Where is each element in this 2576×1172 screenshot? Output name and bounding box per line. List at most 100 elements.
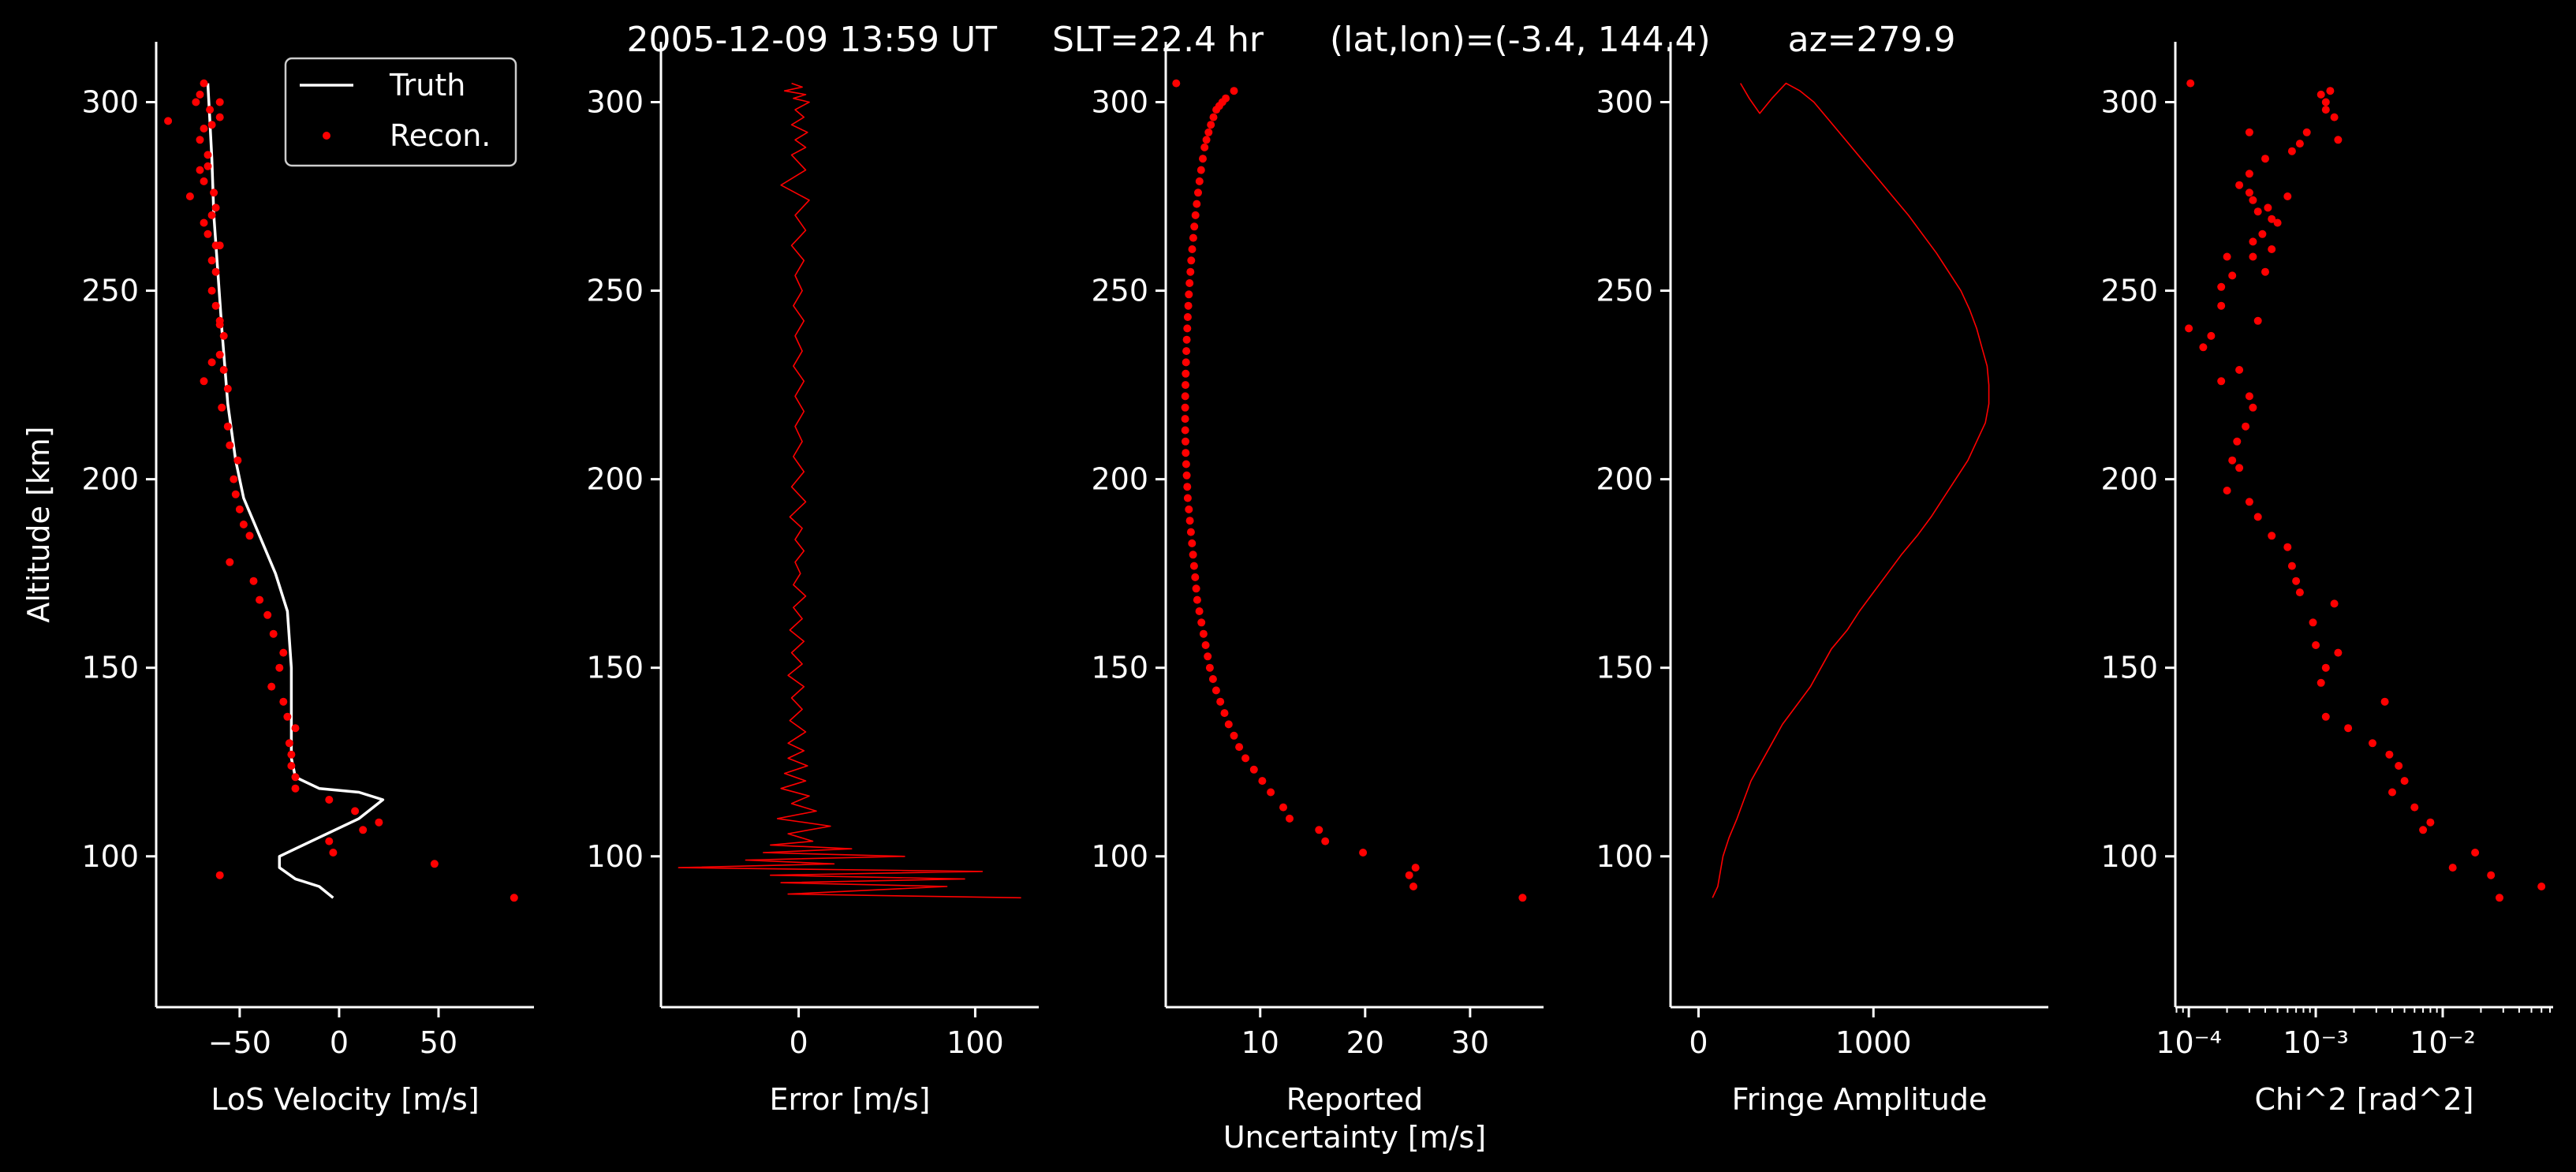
data-point [211,267,220,276]
data-point [2261,267,2269,276]
data-point [1197,166,1205,174]
data-point [1235,743,1244,752]
data-point [1207,121,1215,129]
data-point [2334,648,2343,657]
data-point [2326,87,2335,95]
data-point [2321,106,2330,114]
data-point [291,773,300,782]
data-point [279,648,288,657]
y-tick-label: 200 [1091,462,1148,497]
data-point [1279,803,1287,812]
data-point [1411,864,1420,872]
data-point [1183,483,1192,491]
x-tick-label: 100 [946,1025,1004,1060]
data-point [211,241,220,250]
data-point [230,475,238,483]
data-point [200,377,208,386]
data-point [2245,188,2253,197]
data-point [2185,324,2193,333]
data-point [206,106,215,114]
data-point [1518,894,1527,902]
data-point [231,490,240,498]
data-point [1209,113,1218,121]
data-point [2245,170,2253,178]
data-point [215,113,224,121]
data-point [2253,207,2262,216]
data-point [219,331,228,340]
y-tick-label: 150 [2100,651,2158,685]
data-point [2268,532,2276,540]
panel-chi-squared: 100 150 200 250 300 10⁻⁴ 10⁻³ 10⁻² Chi^2 [rad^2] [2100,42,2553,1117]
data-point [196,136,204,144]
data-point [275,663,284,672]
data-point [219,366,228,374]
data-point [325,837,334,845]
data-point [2321,712,2330,721]
data-point [1183,324,1192,333]
data-point [2295,140,2304,148]
data-point [2283,543,2292,551]
data-point [196,166,204,174]
data-point [1182,437,1189,446]
data-point [245,532,254,540]
data-point [1190,222,1199,231]
data-point [2410,803,2419,812]
data-point [2235,464,2244,472]
data-point [2268,215,2276,223]
data-point [207,358,216,367]
y-tick-label: 150 [1091,651,1148,685]
x-tick-label: 30 [1451,1025,1489,1060]
data-point [215,320,224,329]
data-point [2400,777,2409,786]
data-point [2388,788,2396,797]
data-point [1189,551,1197,559]
data-point [2317,678,2325,687]
data-point [2253,513,2262,521]
y-tick-label: 150 [81,651,139,685]
data-point [1185,505,1193,513]
data-point [2199,343,2208,352]
data-point [325,796,334,804]
data-point [1182,471,1191,480]
x-axis-label: Chi^2 [rad^2] [2255,1082,2474,1117]
data-point [1187,256,1196,265]
data-point [1182,381,1189,390]
data-point [1216,697,1225,706]
y-tick-label: 300 [2100,85,2158,120]
data-point [1409,883,1417,890]
data-point [2186,79,2195,88]
data-point [1183,494,1192,502]
data-point [329,849,338,857]
data-point [1182,449,1190,457]
data-point [1204,128,1213,136]
data-point [200,79,208,88]
data-point [1286,814,1294,823]
data-point [2253,316,2262,325]
data-point [1188,245,1197,253]
data-point [1186,267,1195,276]
x-tick-label: 10 [1241,1025,1279,1060]
data-point [1195,177,1204,185]
data-point [2217,282,2226,291]
y-tick-label: 300 [1596,85,1653,120]
data-point [1181,426,1189,435]
data-point [203,162,212,170]
y-tick-label: 100 [1596,839,1653,874]
data-point [1185,517,1194,525]
data-point [1258,777,1267,786]
data-point [2261,155,2269,163]
data-point [2249,403,2257,412]
data-point [1267,788,1275,797]
data-point [1199,629,1208,638]
x-tick-label: 10⁻⁴ [2156,1025,2222,1060]
data-point [359,826,368,834]
data-point [1182,347,1191,356]
data-point [1224,720,1233,729]
data-point [200,125,208,133]
x-tick-label: 0 [1689,1025,1708,1060]
legend: Truth Recon. [284,57,517,167]
data-point [2496,894,2503,902]
data-point [1222,94,1230,103]
data-point [291,724,300,733]
data-point [207,211,216,219]
